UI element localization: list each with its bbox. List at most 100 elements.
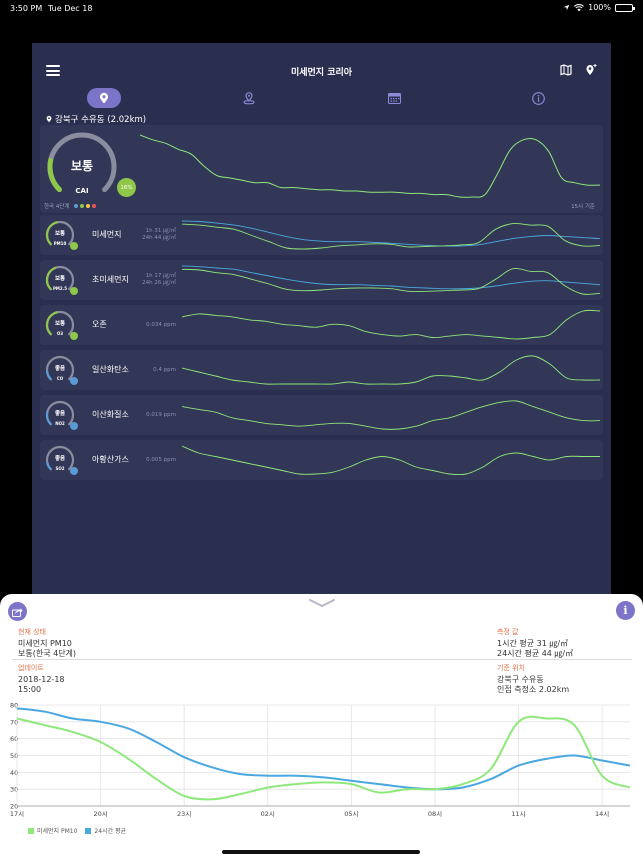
x-tick-label: 11시	[511, 810, 525, 818]
series-line	[16, 707, 631, 791]
pollutant-status: 보통	[54, 231, 66, 237]
share-icon	[12, 607, 23, 617]
pollutant-status: 좋음	[54, 366, 66, 372]
y-tick-label: 60	[10, 735, 18, 743]
pollutant-status: 좋음	[54, 456, 66, 462]
pollutant-value-1h: 0.034 ppm	[146, 322, 176, 328]
cai-card[interactable]: 보통 CAI 16% 한국 4단계 15시 기준	[40, 125, 603, 213]
y-tick-label: 80	[10, 702, 18, 710]
info-button[interactable]: i	[616, 601, 635, 620]
pollutant-code: O3	[56, 331, 64, 336]
tab-location[interactable]	[87, 88, 121, 108]
chart-legend: 미세먼지 PM10 24시간 평균	[28, 826, 130, 835]
x-tick-label: 08시	[428, 810, 442, 818]
pollutant-gauge	[45, 220, 75, 246]
pollutant-status: 보통	[54, 321, 66, 327]
status-time: 3:50 PM	[10, 4, 43, 13]
divider	[12, 659, 632, 660]
y-tick-label: 50	[10, 752, 18, 760]
share-button[interactable]	[8, 602, 27, 621]
pollutant-badge	[70, 422, 78, 430]
tab-nearby[interactable]	[232, 88, 266, 108]
detail-sheet: i 현재 상태 미세먼지 PM10 보통(한국 4단계) 측정 값 1시간 평균…	[0, 594, 643, 858]
location-arrow-icon	[563, 4, 570, 11]
trend-line	[182, 445, 600, 476]
current-state-block: 현재 상태 미세먼지 PM10 보통(한국 4단계)	[18, 627, 76, 659]
pollutant-row[interactable]: 좋음 SO2 아황산가스 0.005 ppm	[40, 440, 603, 480]
pollutant-value: 1h 17 ㎍/㎥ 24h 26 ㎍/㎥	[142, 273, 176, 287]
legend-label: 24시간 평균	[94, 828, 127, 835]
cai-label: CAI	[75, 187, 89, 195]
cai-scale-label: 한국 4단계	[44, 204, 70, 210]
pollutant-code: SO2	[55, 466, 65, 471]
pollutant-name: 오존	[92, 320, 107, 329]
pollutant-row[interactable]: 보통 O3 오존 0.034 ppm	[40, 305, 603, 345]
pollutant-value: 0.034 ppm	[146, 322, 176, 329]
legend-item: 미세먼지 PM10	[28, 826, 77, 835]
pollutant-name: 일산화탄소	[92, 365, 129, 374]
pollutant-row[interactable]: 좋음 NO2 이산화질소 0.019 ppm	[40, 395, 603, 435]
pollutant-trend-chart	[182, 309, 600, 340]
pollutant-badge	[70, 467, 78, 475]
tab-info[interactable]	[521, 88, 555, 108]
pollutant-gauge	[45, 445, 75, 471]
info-icon	[531, 91, 545, 105]
pollutant-value-1h: 1h 17 ㎍/㎥	[145, 273, 176, 279]
pollutant-name: 이산화질소	[92, 410, 129, 419]
pollutant-value-1h: 0.4 ppm	[153, 367, 176, 373]
avg-trend-line	[182, 220, 600, 247]
location-add-icon[interactable]	[584, 63, 598, 77]
pollutant-gauge	[45, 400, 75, 426]
update-date: 2018-12-18	[18, 675, 65, 684]
location-label[interactable]: 강북구 수유동 (2.02km)	[46, 113, 146, 125]
pollutant-code: PM2.5	[53, 286, 67, 291]
pollutant-value-1h: 0.005 ppm	[146, 457, 176, 463]
pollutant-value: 0.005 ppm	[146, 457, 176, 464]
pollutant-row[interactable]: 좋음 CO 일산화탄소 0.4 ppm	[40, 350, 603, 390]
cai-scale: 한국 4단계	[44, 202, 96, 210]
location-text: 강북구 수유동 (2.02km)	[55, 115, 147, 125]
cai-scale-dots	[73, 204, 96, 208]
pollutant-badge	[70, 287, 78, 295]
cai-status: 보통	[70, 159, 94, 173]
x-tick-label: 17시	[10, 810, 24, 818]
pollutant-value: 0.019 ppm	[146, 412, 176, 419]
menu-icon[interactable]	[46, 65, 60, 76]
avg-trend-line	[182, 265, 600, 290]
nav-header: 미세먼지 코리아	[32, 43, 611, 87]
pollutant-trend-chart	[182, 355, 600, 385]
measure-label: 측정 값	[497, 628, 519, 636]
update-label: 업데이트	[18, 664, 44, 672]
pollutant-row[interactable]: 보통 PM2.5 초미세먼지 1h 17 ㎍/㎥ 24h 26 ㎍/㎥	[40, 260, 603, 300]
map-icon[interactable]	[559, 63, 573, 77]
pollutant-row[interactable]: 보통 PM10 미세먼지 1h 31 ㎍/㎥ 24h 44 ㎍/㎥	[40, 215, 603, 255]
cai-trend-chart	[140, 134, 600, 198]
pollutant-badge	[70, 242, 78, 250]
y-tick-label: 20	[10, 803, 18, 811]
current-grade: 보통(한국 4단계)	[18, 649, 77, 658]
pollutant-name: 미세먼지	[92, 230, 122, 239]
pollutant-code: CO	[56, 376, 64, 381]
legend-swatch	[28, 827, 34, 834]
chevron-down-icon[interactable]	[308, 598, 336, 608]
scale-dot	[73, 204, 78, 208]
status-right: 100%	[563, 3, 635, 12]
current-pollutant: 미세먼지 PM10	[18, 639, 72, 648]
pollutant-badge	[70, 332, 78, 340]
trend-line	[182, 267, 600, 295]
x-tick-label: 05시	[344, 810, 358, 818]
pollutant-value: 1h 31 ㎍/㎥ 24h 44 ㎍/㎥	[142, 228, 176, 242]
update-block: 업데이트 2018-12-18 15:00	[18, 663, 65, 695]
scale-dot	[79, 204, 84, 208]
tab-calendar[interactable]	[377, 88, 411, 108]
pollutant-value: 0.4 ppm	[153, 367, 176, 374]
home-indicator	[222, 850, 420, 854]
current-state-label: 현재 상태	[18, 628, 46, 636]
pollutant-value-24h: 24h 44 ㎍/㎥	[142, 235, 176, 241]
measure-block: 측정 값 1시간 평균 31 ㎍/㎥ 24시간 평균 44 ㎍/㎥	[497, 627, 573, 659]
legend-label: 미세먼지 PM10	[37, 828, 78, 835]
status-bar: 3:50 PM Tue Dec 18 100%	[0, 0, 643, 18]
status-date: Tue Dec 18	[48, 4, 93, 13]
cai-trend-line	[140, 134, 600, 198]
scale-dot	[85, 204, 90, 208]
